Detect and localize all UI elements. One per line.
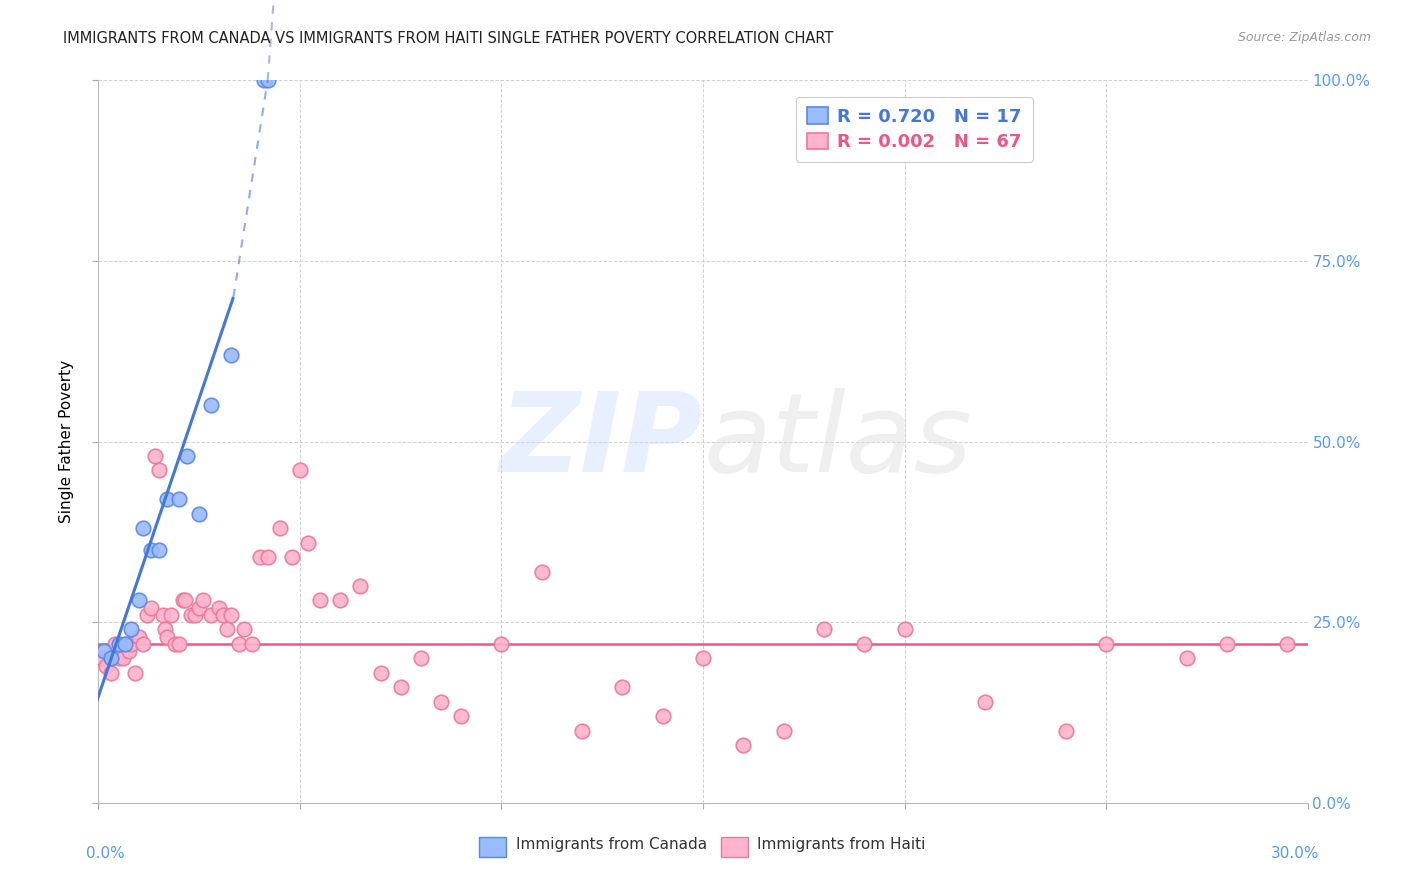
Point: [228, 637, 250, 651]
Point: [143, 449, 166, 463]
Y-axis label: Single Father Poverty: Single Father Poverty: [59, 360, 75, 523]
Point: [156, 492, 179, 507]
Point: [349, 579, 371, 593]
Point: [1216, 637, 1239, 651]
Point: [148, 463, 170, 477]
Point: [103, 637, 125, 651]
Point: [120, 637, 142, 651]
Point: [163, 637, 186, 651]
Point: [240, 637, 263, 651]
Point: [389, 680, 412, 694]
Point: [160, 607, 183, 622]
Point: [111, 651, 134, 665]
Point: [212, 607, 235, 622]
Point: [208, 600, 231, 615]
Point: [188, 600, 211, 615]
Point: [172, 593, 194, 607]
Point: [221, 348, 243, 362]
Point: [118, 644, 141, 658]
Point: [232, 623, 254, 637]
Point: [1277, 637, 1299, 651]
Point: [256, 550, 278, 565]
Text: ZIP: ZIP: [499, 388, 703, 495]
Point: [176, 449, 198, 463]
Point: [813, 623, 835, 637]
Text: Immigrants from Haiti: Immigrants from Haiti: [758, 838, 925, 852]
Point: [139, 542, 162, 557]
Point: [370, 665, 392, 680]
Point: [107, 651, 129, 665]
Point: [200, 607, 222, 622]
Point: [156, 630, 179, 644]
Point: [135, 607, 157, 622]
Point: [297, 535, 319, 549]
Point: [692, 651, 714, 665]
Point: [893, 623, 915, 637]
Point: [193, 593, 215, 607]
Point: [772, 723, 794, 738]
Point: [288, 463, 311, 477]
Point: [430, 695, 453, 709]
Text: IMMIGRANTS FROM CANADA VS IMMIGRANTS FROM HAITI SINGLE FATHER POVERTY CORRELATIO: IMMIGRANTS FROM CANADA VS IMMIGRANTS FRO…: [63, 31, 834, 46]
Point: [128, 630, 150, 644]
Point: [167, 637, 190, 651]
Text: Immigrants from Canada: Immigrants from Canada: [516, 838, 707, 852]
Point: [853, 637, 876, 651]
Point: [100, 651, 122, 665]
Point: [180, 607, 202, 622]
Point: [491, 637, 513, 651]
Point: [409, 651, 432, 665]
Point: [612, 680, 634, 694]
FancyBboxPatch shape: [721, 837, 748, 857]
Point: [139, 600, 162, 615]
Point: [188, 507, 211, 521]
Point: [269, 521, 291, 535]
Point: [91, 651, 114, 665]
Point: [132, 521, 155, 535]
Point: [114, 637, 136, 651]
Point: [1175, 651, 1198, 665]
Text: 30.0%: 30.0%: [1271, 847, 1320, 861]
Text: atlas: atlas: [703, 388, 972, 495]
Point: [974, 695, 997, 709]
Point: [256, 73, 278, 87]
Point: [124, 665, 146, 680]
Point: [174, 593, 197, 607]
FancyBboxPatch shape: [479, 837, 506, 857]
Point: [167, 492, 190, 507]
Point: [115, 637, 138, 651]
Point: [93, 644, 115, 658]
Point: [1054, 723, 1077, 738]
Point: [1095, 637, 1118, 651]
Point: [96, 658, 118, 673]
Point: [128, 593, 150, 607]
Point: [153, 623, 176, 637]
Text: 0.0%: 0.0%: [86, 847, 125, 861]
Point: [571, 723, 593, 738]
Point: [148, 542, 170, 557]
Point: [309, 593, 332, 607]
Point: [281, 550, 304, 565]
Text: Source: ZipAtlas.com: Source: ZipAtlas.com: [1237, 31, 1371, 45]
Point: [217, 623, 239, 637]
Point: [249, 550, 271, 565]
Point: [253, 73, 276, 87]
Point: [450, 709, 472, 723]
Point: [530, 565, 553, 579]
Point: [100, 665, 122, 680]
Point: [200, 398, 222, 412]
Point: [329, 593, 352, 607]
Point: [152, 607, 174, 622]
Point: [733, 738, 755, 752]
Point: [107, 637, 129, 651]
Legend: R = 0.720   N = 17, R = 0.002   N = 67: R = 0.720 N = 17, R = 0.002 N = 67: [796, 96, 1032, 162]
Point: [132, 637, 155, 651]
Point: [120, 623, 142, 637]
Point: [184, 607, 207, 622]
Point: [651, 709, 673, 723]
Point: [221, 607, 243, 622]
